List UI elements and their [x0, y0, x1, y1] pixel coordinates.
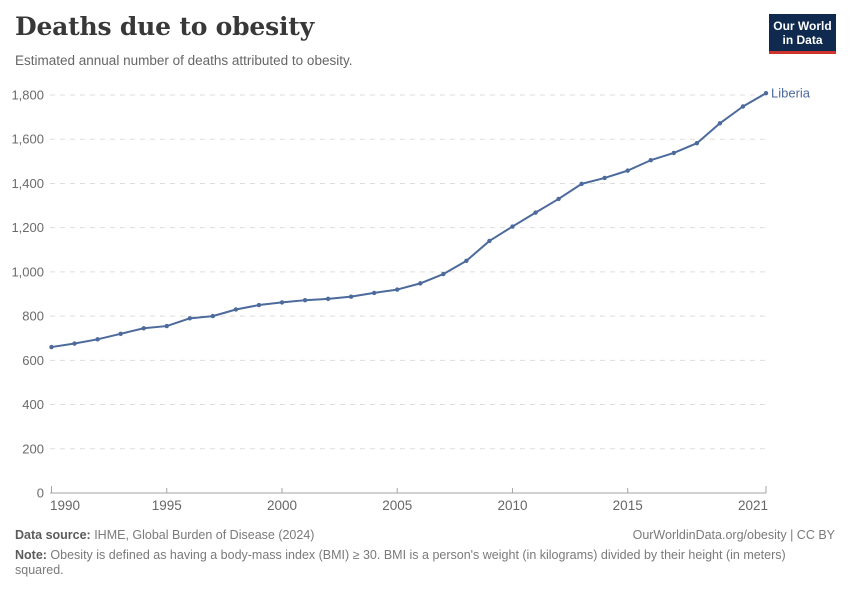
data-point[interactable]	[625, 168, 630, 173]
x-axis-label: 2000	[267, 498, 297, 513]
data-point[interactable]	[418, 281, 423, 286]
data-point[interactable]	[763, 91, 769, 96]
data-source: Data source: IHME, Global Burden of Dise…	[15, 528, 314, 542]
line-chart[interactable]: 0 200 400 600 800 1,000 1,200 1,400 1,600 1,800 19…	[0, 80, 850, 525]
chart-footer: Data source: IHME, Global Burden of Dise…	[15, 528, 835, 578]
data-source-text: IHME, Global Burden of Disease (2024)	[90, 528, 315, 542]
data-point[interactable]	[279, 300, 285, 305]
cc-by-link[interactable]: OurWorldinData.org/obesity | CC BY	[632, 528, 835, 542]
data-point[interactable]	[95, 337, 100, 342]
x-axis-label: 2015	[613, 498, 643, 513]
data-source-label: Data source:	[15, 528, 91, 542]
page-title: Deaths due to obesity	[15, 12, 314, 41]
data-point[interactable]	[49, 344, 54, 350]
data-point[interactable]	[371, 290, 377, 296]
y-axis-label: 1,200	[11, 220, 44, 235]
x-axis-label: 1995	[152, 498, 182, 513]
data-point[interactable]	[740, 104, 746, 109]
data-point[interactable]	[556, 196, 561, 202]
data-point[interactable]	[717, 121, 723, 126]
x-axis-label: 2010	[497, 498, 527, 513]
y-axis-label: 1,600	[11, 132, 44, 147]
data-point[interactable]	[441, 271, 446, 277]
data-point[interactable]	[694, 141, 700, 146]
note-text: Obesity is defined as having a body-mass…	[15, 548, 786, 577]
y-axis-label: 0	[37, 486, 44, 501]
x-axis-label: 2005	[382, 498, 412, 513]
data-point[interactable]	[510, 224, 515, 229]
data-point[interactable]	[533, 210, 538, 215]
y-axis-label: 1,400	[11, 176, 44, 191]
y-axis-label: 800	[22, 309, 44, 324]
x-axis-label: 2021	[738, 498, 768, 513]
note-label: Note:	[15, 548, 47, 562]
data-point[interactable]	[233, 307, 239, 312]
data-point[interactable]	[210, 313, 216, 319]
y-axis-label: 400	[22, 397, 44, 412]
owid-logo[interactable]: Our World in Data	[769, 14, 836, 54]
data-point[interactable]	[487, 238, 492, 244]
data-point[interactable]	[302, 297, 308, 303]
data-point[interactable]	[141, 326, 146, 331]
data-point[interactable]	[464, 258, 469, 264]
series-line	[50, 92, 767, 349]
data-point[interactable]	[118, 331, 123, 336]
data-point[interactable]	[256, 302, 262, 308]
chart-subtitle: Estimated annual number of deaths attrib…	[15, 53, 353, 68]
owid-logo-line2: in Data	[782, 33, 823, 47]
owid-logo-line1: Our World	[773, 19, 832, 33]
data-point[interactable]	[671, 150, 677, 156]
y-axis-label: 200	[22, 441, 44, 456]
data-point[interactable]	[325, 296, 331, 302]
y-axis-label: 1,000	[11, 264, 44, 279]
y-axis-label: 600	[22, 353, 44, 368]
data-point[interactable]	[164, 323, 169, 329]
data-point[interactable]	[187, 316, 192, 321]
y-axis-label: 1,800	[11, 88, 44, 103]
data-point[interactable]	[648, 158, 653, 163]
data-point[interactable]	[602, 175, 607, 181]
data-point[interactable]	[579, 181, 584, 187]
x-axis-label: 1990	[50, 498, 80, 513]
data-point[interactable]	[348, 294, 354, 299]
chart-header: Deaths due to obesity Estimated annual n…	[0, 0, 850, 80]
series-label: Liberia	[771, 86, 811, 101]
data-point[interactable]	[395, 287, 400, 292]
data-point[interactable]	[72, 341, 77, 346]
chart-note: Note: Obesity is defined as having a bod…	[15, 548, 835, 578]
